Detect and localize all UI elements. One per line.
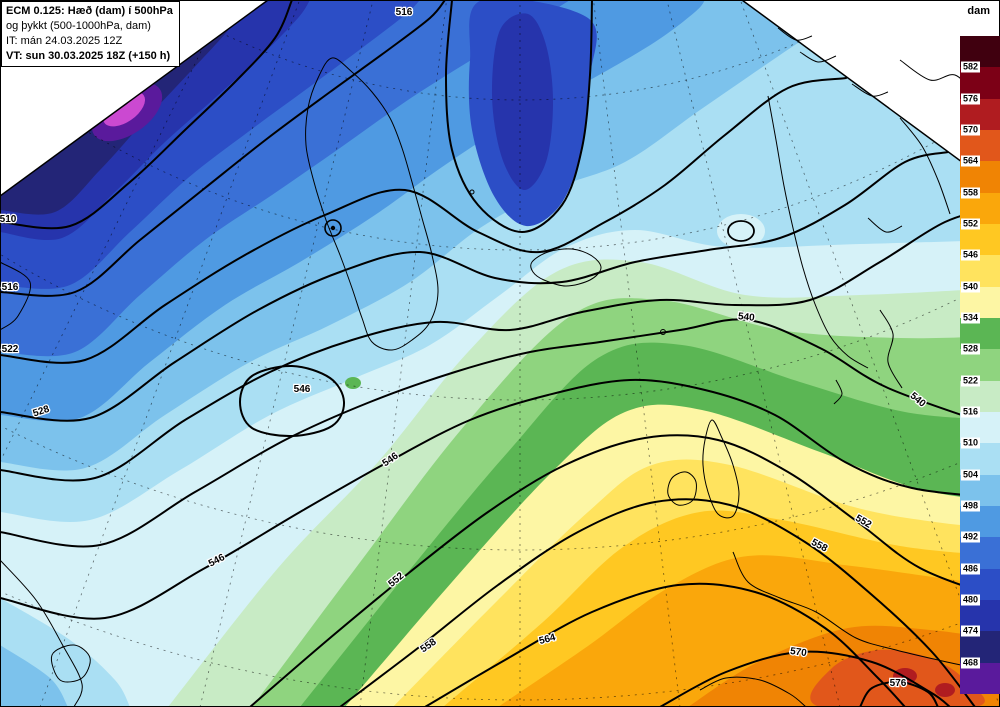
contour-label: 516 [396,7,413,18]
legend-unit-label: dam [965,5,992,17]
height-contour [0,77,847,364]
height-contour [859,680,939,707]
legend-tick-label: 558 [960,187,980,199]
warm-pocket [935,683,955,697]
chart-title-line1: ECM 0.125: Hæð (dam) í 500hPa [6,5,173,17]
thickness-band [0,645,68,707]
legend-tick-label: 582 [960,61,980,73]
legend-tick-label: 540 [960,281,980,293]
height-contour [0,151,949,422]
coastline [50,644,91,683]
arctic-coastline [777,27,813,41]
height-contour [0,318,1000,548]
cutoff-contour [727,220,755,242]
legend-tick-label: 498 [960,500,980,512]
coastline [530,248,602,287]
arctic-coastline [851,83,889,97]
legend-tick-label: 546 [960,249,980,261]
coastline [699,676,807,707]
projection-boundary [741,0,1000,191]
init-time-line: IT: mán 24.03.2025 12Z [6,34,123,47]
cutoff-pocket [717,214,765,248]
coastline [0,559,83,707]
warm-pocket [345,377,361,389]
valid-time-line: VT: sun 30.03.2025 18Z (+150 h) [6,49,171,62]
height-contour [444,0,593,234]
island-coastline [469,189,475,195]
legend-tick-label: 510 [960,437,980,449]
legend-tick-label: 534 [960,312,980,324]
legend-tick-label: 474 [960,625,980,637]
coastline [305,57,439,351]
contour-label: 522 [2,344,19,355]
height-contour [0,0,293,230]
thickness-legend: dam 582 576 570 564 558 552 546 540 534 528 522 516… [954,0,1000,707]
coastline [702,419,740,519]
coastline [732,551,976,669]
height-contour [0,205,1000,482]
legend-tick-label: 492 [960,531,980,543]
coastline [767,95,869,369]
height-contour [249,434,1000,707]
below-scale-pocket [102,91,146,127]
legend-tick-label: 486 [960,563,980,575]
small-low-contour [324,219,342,237]
chart-title-line2: og þykkt (500-1000hPa, dam) [6,19,151,32]
legend-tick-label: 522 [960,375,980,387]
graticule-parallel [159,0,881,101]
contour-label: 516 [2,282,19,293]
legend-tick-label: 570 [960,124,980,136]
legend-tick-label: 576 [960,93,980,105]
legend-tick-label: 564 [960,155,980,167]
graticule-parallel [0,425,1000,551]
projection-boundary [0,0,269,197]
legend-tick-label: 504 [960,469,980,481]
contour-label: 546 [294,384,311,395]
arctic-coastline [799,51,837,63]
contour-label: 540 [737,311,755,324]
small-low-center [330,225,336,231]
legend-tick-label: 468 [960,657,980,669]
contour-label: 570 [789,646,807,659]
height-contour [0,0,446,297]
height-contour [339,498,976,707]
chart-info-box: ECM 0.125: Hæð (dam) í 500hPa og þykkt (… [1,1,180,68]
contour-label: 510 [0,214,17,225]
legend-tick-label: 516 [960,406,980,418]
height-contour [0,378,1000,620]
cold-pocket [491,13,553,191]
coastline-layer [0,57,976,707]
coastline [899,117,951,215]
coastline [0,261,32,331]
graticule-meridian [0,0,227,463]
height-contour [424,582,906,707]
coastline [867,217,903,233]
legend-tick-label: 480 [960,594,980,606]
height-contour-closed [238,364,346,438]
coastline [833,379,843,405]
legend-tick-label: 528 [960,343,980,355]
contour-label: 576 [890,678,907,689]
height-contour [659,650,951,707]
coastline [879,309,903,389]
legend-tick-label: 552 [960,218,980,230]
